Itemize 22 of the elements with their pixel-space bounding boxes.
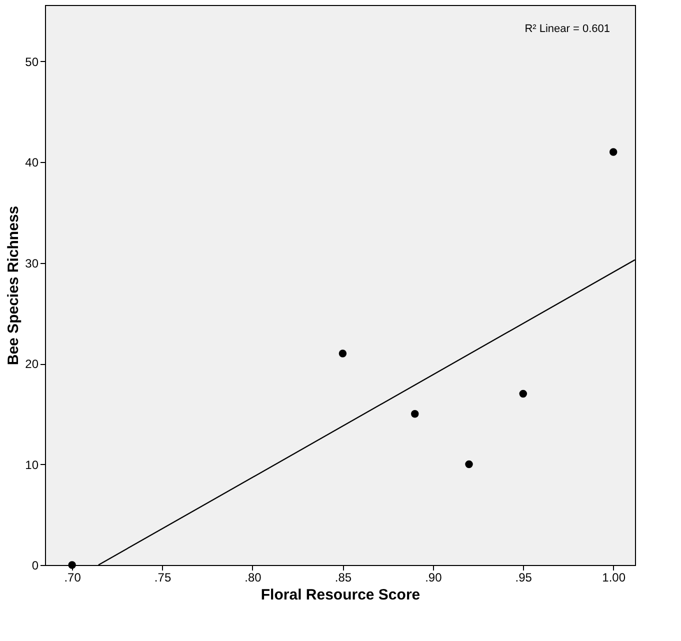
x-tick-label: .90 — [425, 570, 442, 584]
y-tick-label: 40 — [25, 156, 39, 170]
x-tick-label: 1.00 — [602, 570, 626, 584]
x-axis-title: Floral Resource Score — [260, 586, 420, 604]
y-tick-label: 10 — [25, 458, 39, 472]
x-tick-label: .95 — [515, 570, 532, 584]
point — [411, 410, 419, 418]
y-tick-label: 50 — [25, 54, 39, 69]
annotation: R² Linear = 0.601 — [524, 23, 610, 35]
y-tick-label: 30 — [25, 256, 39, 270]
x-tick-label: .80 — [244, 570, 262, 584]
point — [465, 460, 473, 468]
point — [338, 350, 347, 358]
x-tick-label: .85 — [334, 570, 352, 584]
point — [609, 148, 618, 156]
y-tick-label: 20 — [25, 357, 39, 372]
point — [68, 561, 76, 569]
y-axis-title: Bee Species Richness — [5, 206, 22, 366]
x-tick-label: .70 — [64, 570, 82, 584]
y-tick-label: 0 — [32, 558, 39, 572]
point — [519, 390, 528, 398]
x-tick-label: .75 — [154, 570, 172, 584]
